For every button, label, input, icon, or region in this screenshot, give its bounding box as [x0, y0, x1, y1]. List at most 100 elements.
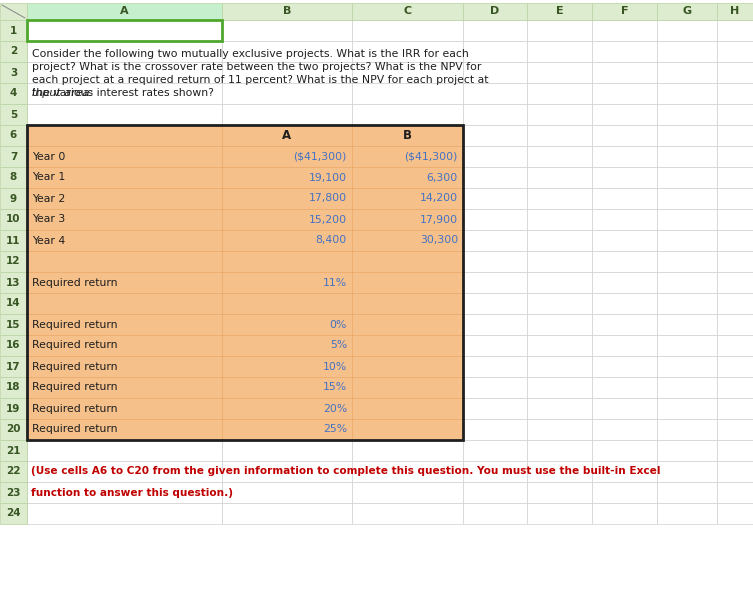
- Text: A: A: [120, 7, 129, 17]
- Bar: [527, 398, 592, 419]
- Bar: [352, 230, 463, 251]
- Bar: [717, 461, 753, 482]
- Text: C: C: [404, 7, 412, 17]
- Text: 10: 10: [6, 214, 21, 224]
- Bar: [222, 209, 352, 230]
- Bar: [27, 83, 222, 104]
- Bar: [527, 3, 592, 20]
- Bar: [657, 146, 717, 167]
- Bar: [592, 62, 657, 83]
- Bar: [222, 377, 352, 398]
- Bar: [463, 188, 527, 209]
- Bar: [592, 146, 657, 167]
- Text: 20%: 20%: [323, 404, 347, 413]
- Bar: [527, 335, 592, 356]
- Bar: [27, 461, 222, 482]
- Bar: [657, 188, 717, 209]
- Bar: [592, 104, 657, 125]
- Bar: [527, 377, 592, 398]
- Bar: [27, 482, 222, 503]
- Bar: [463, 461, 527, 482]
- Bar: [0, 293, 27, 314]
- Bar: [463, 503, 527, 524]
- Bar: [717, 167, 753, 188]
- Bar: [27, 125, 222, 146]
- Text: 13: 13: [6, 278, 21, 288]
- Text: Required return: Required return: [32, 340, 117, 350]
- Bar: [717, 83, 753, 104]
- Bar: [27, 146, 222, 167]
- Bar: [352, 377, 463, 398]
- Bar: [717, 125, 753, 146]
- Bar: [222, 104, 352, 125]
- Bar: [717, 503, 753, 524]
- Bar: [717, 293, 753, 314]
- Bar: [592, 125, 657, 146]
- Bar: [352, 41, 463, 62]
- Bar: [717, 272, 753, 293]
- Text: 12: 12: [6, 256, 21, 266]
- Text: 4: 4: [10, 88, 17, 98]
- Bar: [527, 461, 592, 482]
- Text: 6: 6: [10, 130, 17, 140]
- Bar: [352, 62, 463, 83]
- Bar: [27, 503, 222, 524]
- Text: 8: 8: [10, 172, 17, 182]
- Bar: [0, 167, 27, 188]
- Bar: [463, 356, 527, 377]
- Bar: [463, 419, 527, 440]
- Bar: [527, 104, 592, 125]
- Bar: [657, 482, 717, 503]
- Bar: [592, 440, 657, 461]
- Text: 15,200: 15,200: [309, 214, 347, 224]
- Bar: [717, 251, 753, 272]
- Bar: [27, 3, 222, 20]
- Bar: [592, 3, 657, 20]
- Bar: [222, 419, 352, 440]
- Bar: [592, 419, 657, 440]
- Bar: [463, 167, 527, 188]
- Bar: [0, 503, 27, 524]
- Bar: [463, 251, 527, 272]
- Bar: [27, 125, 463, 440]
- Text: 20: 20: [6, 424, 21, 435]
- Bar: [0, 251, 27, 272]
- Text: 0%: 0%: [330, 320, 347, 330]
- Bar: [352, 20, 463, 41]
- Bar: [717, 419, 753, 440]
- Text: 5: 5: [10, 110, 17, 120]
- Text: 15%: 15%: [323, 382, 347, 392]
- Text: E: E: [556, 7, 563, 17]
- Bar: [463, 377, 527, 398]
- Bar: [0, 41, 27, 62]
- Text: 6,300: 6,300: [427, 172, 458, 182]
- Bar: [0, 356, 27, 377]
- Text: 11: 11: [6, 236, 21, 246]
- Text: Input area:: Input area:: [32, 88, 93, 98]
- Bar: [27, 419, 222, 440]
- Bar: [222, 440, 352, 461]
- Bar: [527, 440, 592, 461]
- Bar: [592, 503, 657, 524]
- Bar: [657, 83, 717, 104]
- Bar: [592, 251, 657, 272]
- Bar: [527, 419, 592, 440]
- Text: project? What is the crossover rate between the two projects? What is the NPV fo: project? What is the crossover rate betw…: [32, 62, 481, 72]
- Bar: [0, 146, 27, 167]
- Text: 14,200: 14,200: [420, 194, 458, 204]
- Text: Required return: Required return: [32, 320, 117, 330]
- Bar: [527, 272, 592, 293]
- Text: B: B: [283, 7, 291, 17]
- Bar: [657, 335, 717, 356]
- Bar: [27, 440, 222, 461]
- Bar: [463, 314, 527, 335]
- Text: Year 3: Year 3: [32, 214, 66, 224]
- Bar: [27, 335, 222, 356]
- Bar: [527, 20, 592, 41]
- Text: 30,300: 30,300: [419, 236, 458, 246]
- Bar: [717, 20, 753, 41]
- Bar: [0, 461, 27, 482]
- Text: Required return: Required return: [32, 382, 117, 392]
- Text: B: B: [403, 129, 412, 142]
- Text: 21: 21: [6, 446, 21, 455]
